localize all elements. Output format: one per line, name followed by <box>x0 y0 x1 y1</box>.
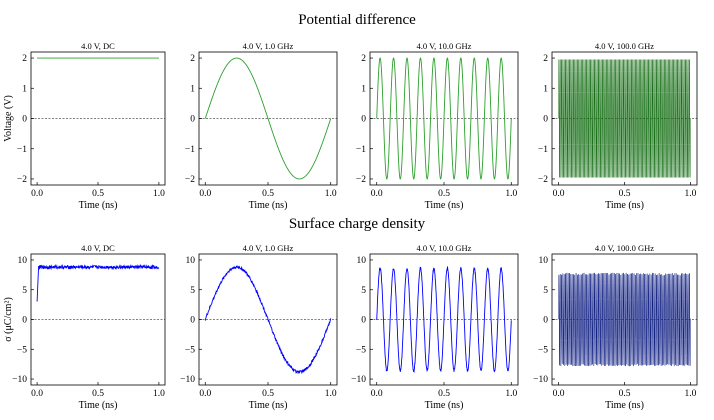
y-tick-label-1-3: 1 <box>190 84 195 94</box>
y-tick-label-0-0: −2 <box>17 175 27 185</box>
x-tick-label-6-2: 1.0 <box>505 389 517 399</box>
y-tick-label-7-2: 0 <box>543 316 548 326</box>
y-tick-label-3-3: 1 <box>543 84 548 94</box>
series-line-5 <box>204 265 332 375</box>
y-tick-label-0-2: 0 <box>22 115 27 125</box>
x-tick-label-2-2: 1.0 <box>505 189 517 199</box>
y-tick-label-2-4: 2 <box>361 54 366 64</box>
y-tick-label-5-2: 0 <box>190 316 195 326</box>
panel-title-4: 4.0 V, DC <box>81 243 115 253</box>
series-line-6 <box>376 265 512 374</box>
y-tick-label-6-0: −10 <box>351 375 366 385</box>
x-tick-label-7-2: 1.0 <box>684 389 696 399</box>
x-tick-label-4-0: 0.0 <box>31 389 43 399</box>
y-tick-label-2-3: 1 <box>361 84 366 94</box>
x-tick-label-3-1: 0.5 <box>619 189 631 199</box>
y-tick-label-2-2: 0 <box>361 115 366 125</box>
figure-title-charge: Surface charge density <box>288 216 426 232</box>
x-tick-label-0-2: 1.0 <box>153 189 165 199</box>
y-tick-label-3-0: −2 <box>538 175 548 185</box>
x-tick-label-6-0: 0.0 <box>371 389 383 399</box>
y-tick-label-7-0: −10 <box>533 375 548 385</box>
y-tick-label-4-3: 5 <box>22 286 27 296</box>
series-line-2 <box>376 57 512 180</box>
x-tick-label-1-2: 1.0 <box>325 189 337 199</box>
y-tick-label-3-4: 2 <box>543 54 548 64</box>
y-tick-label-1-4: 2 <box>190 54 195 64</box>
y-tick-label-0-4: 2 <box>22 54 27 64</box>
y-tick-label-4-0: −10 <box>12 375 27 385</box>
series-line-1 <box>204 57 332 180</box>
y-tick-label-4-4: 10 <box>18 256 28 266</box>
y-tick-label-1-2: 0 <box>190 115 195 125</box>
x-axis-label-6: Time (ns) <box>425 400 464 411</box>
y-tick-label-5-3: 5 <box>190 286 195 296</box>
y-tick-label-1-0: −2 <box>185 175 195 185</box>
y-tick-label-7-3: 5 <box>543 286 548 296</box>
panel-title-6: 4.0 V, 10.0 GHz <box>417 243 472 253</box>
x-tick-label-3-0: 0.0 <box>553 189 565 199</box>
y-tick-label-6-2: 0 <box>361 316 366 326</box>
panel-title-7: 4.0 V, 100.0 GHz <box>595 243 654 253</box>
y-tick-label-3-1: −1 <box>538 145 548 155</box>
x-tick-label-7-1: 0.5 <box>619 389 631 399</box>
x-axis-label-2: Time (ns) <box>425 200 464 211</box>
x-tick-label-1-0: 0.0 <box>199 189 211 199</box>
panel-title-1: 4.0 V, 1.0 GHz <box>243 41 294 51</box>
y-axis-label-4: σ (μC/cm²) <box>3 297 14 342</box>
x-tick-label-2-1: 0.5 <box>438 189 450 199</box>
panel-title-0: 4.0 V, DC <box>81 41 115 51</box>
y-tick-label-7-1: −5 <box>538 345 548 355</box>
x-tick-label-5-0: 0.0 <box>199 389 211 399</box>
x-tick-label-0-1: 0.5 <box>92 189 104 199</box>
x-axis-label-0: Time (ns) <box>79 200 118 211</box>
y-tick-label-4-2: 0 <box>22 316 27 326</box>
figure-title-potential: Potential difference <box>298 12 416 28</box>
y-tick-label-5-4: 10 <box>186 256 196 266</box>
y-tick-label-5-1: −5 <box>185 345 195 355</box>
x-tick-label-2-0: 0.0 <box>371 189 383 199</box>
y-tick-label-6-1: −5 <box>356 345 366 355</box>
x-tick-label-5-1: 0.5 <box>262 389 274 399</box>
y-tick-label-2-0: −2 <box>356 175 366 185</box>
x-axis-label-4: Time (ns) <box>79 400 118 411</box>
x-tick-label-4-1: 0.5 <box>92 389 104 399</box>
series-line-7 <box>558 272 691 367</box>
y-tick-label-6-3: 5 <box>361 286 366 296</box>
y-tick-label-2-1: −1 <box>356 145 366 155</box>
y-tick-label-6-4: 10 <box>357 256 367 266</box>
y-tick-label-4-1: −5 <box>17 345 27 355</box>
x-axis-label-7: Time (ns) <box>605 400 644 411</box>
series-line-3 <box>558 59 691 178</box>
x-axis-label-5: Time (ns) <box>249 400 288 411</box>
series-line-4 <box>36 263 160 302</box>
y-tick-label-3-2: 0 <box>543 115 548 125</box>
y-axis-label-0: Voltage (V) <box>3 95 14 142</box>
x-axis-label-3: Time (ns) <box>605 200 644 211</box>
panel-title-2: 4.0 V, 10.0 GHz <box>417 41 472 51</box>
x-tick-label-3-2: 1.0 <box>684 189 696 199</box>
x-tick-label-4-2: 1.0 <box>153 389 165 399</box>
y-tick-label-5-0: −10 <box>180 375 195 385</box>
panel-title-3: 4.0 V, 100.0 GHz <box>595 41 654 51</box>
x-axis-label-1: Time (ns) <box>249 200 288 211</box>
y-tick-label-0-3: 1 <box>22 84 27 94</box>
x-tick-label-5-2: 1.0 <box>325 389 337 399</box>
panel-title-5: 4.0 V, 1.0 GHz <box>243 243 294 253</box>
y-tick-label-0-1: −1 <box>17 145 27 155</box>
y-tick-label-7-4: 10 <box>539 256 549 266</box>
x-tick-label-1-1: 0.5 <box>262 189 274 199</box>
x-tick-label-7-0: 0.0 <box>553 389 565 399</box>
x-tick-label-6-1: 0.5 <box>438 389 450 399</box>
x-tick-label-0-0: 0.0 <box>31 189 43 199</box>
y-tick-label-1-1: −1 <box>185 145 195 155</box>
